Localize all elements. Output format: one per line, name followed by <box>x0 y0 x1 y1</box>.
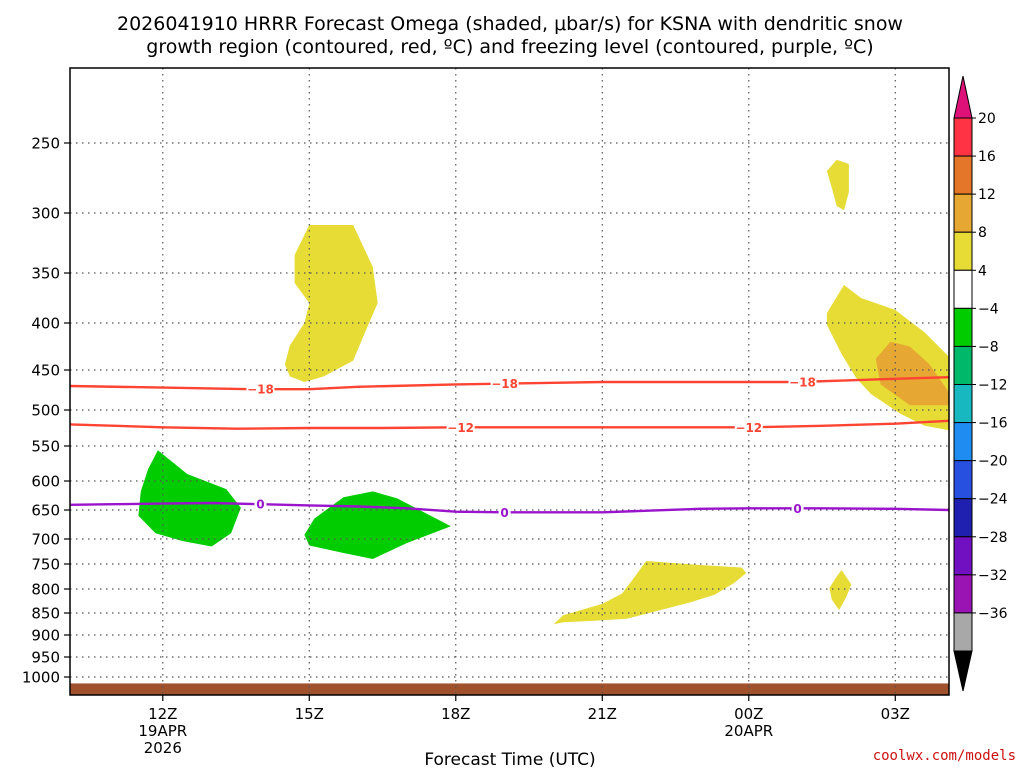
colorbar-swatch <box>953 117 973 157</box>
contour-label: −18 <box>247 383 274 397</box>
contour-label-bg <box>254 497 267 512</box>
colorbar-swatch <box>953 269 973 309</box>
colorbar-swatch <box>953 345 973 385</box>
colorbar-top-arrow <box>953 75 973 119</box>
colorbar-label: 12 <box>978 187 996 203</box>
omega-region-8 <box>304 491 451 559</box>
colorbar-label: −12 <box>978 378 1008 394</box>
contour-label: 0 <box>793 502 801 516</box>
contour-label: −18 <box>789 375 816 389</box>
y-tick-label: 700 <box>31 531 60 549</box>
plot-frame <box>69 67 950 696</box>
x-tick-label: 15Z <box>295 705 324 723</box>
omega-region-7 <box>138 450 241 547</box>
colorbar-label: −16 <box>978 416 1008 432</box>
y-tick-label: 450 <box>31 362 60 380</box>
colorbar-swatch <box>953 460 973 500</box>
x-axis-label: Forecast Time (UTC) <box>424 750 595 768</box>
omega-region-2 <box>826 159 849 211</box>
omega-region-1 <box>284 225 378 382</box>
colorbar-swatch <box>953 498 973 538</box>
x-tick-label: 00Z <box>734 705 763 723</box>
contour-dgz-minus12 <box>70 419 949 430</box>
contour-label-bg <box>446 420 475 435</box>
contour-label: −18 <box>491 377 518 391</box>
colorbar-label: 4 <box>978 263 987 279</box>
contour-freezing-level <box>70 501 949 514</box>
credit-text: coolwx.com/models <box>873 748 1016 764</box>
y-tick-label: 900 <box>31 627 60 645</box>
colorbar-swatch <box>953 574 973 614</box>
chart-title-line2: growth region (contoured, red, ºC) and f… <box>146 36 873 58</box>
colorbar-swatch <box>953 231 973 271</box>
y-tick-label: 850 <box>31 605 60 623</box>
contour-label-bg <box>791 501 804 516</box>
omega-region-4 <box>875 341 949 406</box>
colorbar-label: 20 <box>978 111 996 127</box>
y-tick-label: 800 <box>31 581 60 599</box>
contour-label-bg <box>246 382 275 397</box>
colorbar-label: 8 <box>978 225 987 241</box>
omega-region-6 <box>829 570 852 611</box>
colorbar-label: −36 <box>978 606 1008 622</box>
colorbar-swatch <box>953 155 973 195</box>
contour-label-bg <box>734 420 763 435</box>
x-tick-label: 18Z <box>441 705 470 723</box>
contour-label: −12 <box>735 421 762 435</box>
x-tick-sublabel: 2026 <box>144 739 182 757</box>
x-tick-sublabel: 19APR <box>138 722 187 740</box>
contour-label: −12 <box>447 421 474 435</box>
contour-label: 0 <box>256 498 264 512</box>
ground-fill <box>70 683 949 695</box>
colorbar-label: −32 <box>978 568 1008 584</box>
y-tick-label: 950 <box>31 649 60 667</box>
x-tick-sublabel: 20APR <box>724 722 773 740</box>
colorbar-swatch <box>953 193 973 233</box>
colorbar-label: −20 <box>978 454 1008 470</box>
y-tick-label: 500 <box>31 402 60 420</box>
colorbar-bottom-arrow <box>953 650 973 692</box>
y-tick-label: 550 <box>31 438 60 456</box>
colorbar: 20 16 12 8 4 −4 −8 −12 −16 −20 −24 −28 −32 −36 <box>953 75 1008 692</box>
y-tick-label: 650 <box>31 502 60 520</box>
contour-label-bg <box>498 505 511 520</box>
omega-region-5 <box>553 561 747 625</box>
contour-label: 0 <box>500 506 508 520</box>
y-tick-label: 600 <box>31 473 60 491</box>
colorbar-label: −28 <box>978 530 1008 546</box>
y-tick-label: 400 <box>31 315 60 333</box>
colorbar-swatch <box>953 384 973 424</box>
colorbar-label: −8 <box>978 339 999 355</box>
y-tick-label: 750 <box>31 556 60 574</box>
colorbar-swatch <box>953 307 973 347</box>
x-tick-label: 12Z <box>148 705 177 723</box>
contour-label-bg <box>788 374 817 389</box>
y-tick-label: 350 <box>31 265 60 283</box>
colorbar-label: 16 <box>978 149 996 165</box>
y-tick-label: 250 <box>31 135 60 153</box>
x-tick-label: 03Z <box>881 705 910 723</box>
plot-area: −18 −18 −18 −12 −12 0 0 0 <box>70 68 949 695</box>
x-tick-label: 21Z <box>588 705 617 723</box>
y-tick-label: 300 <box>31 205 60 223</box>
contour-label-bg <box>490 376 519 391</box>
colorbar-label: −4 <box>978 301 999 317</box>
chart-title-line1: 2026041910 HRRR Forecast Omega (shaded, … <box>117 13 903 35</box>
colorbar-label: −24 <box>978 492 1008 508</box>
colorbar-swatch <box>953 422 973 462</box>
y-tick-label: 1000 <box>22 669 60 687</box>
axes: 250 300 350 400 450 500 550 600 650 700 750 800 850 9… <box>22 67 950 757</box>
colorbar-swatch <box>953 612 973 652</box>
colorbar-swatch <box>953 536 973 576</box>
